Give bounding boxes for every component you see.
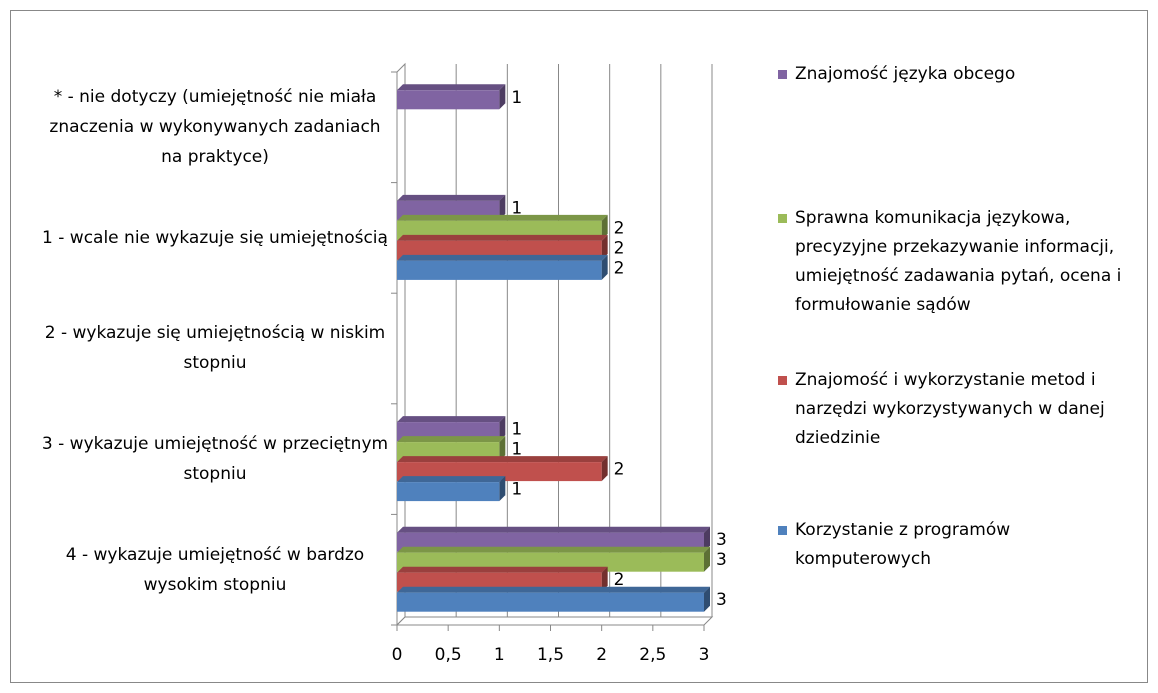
legend-label: Korzystanie z programów komputerowych [795,520,1011,569]
value-label: 1 [511,440,522,460]
bar [397,84,506,110]
bar-top [397,566,608,573]
bar-top [397,84,506,91]
value-label: 3 [716,590,727,610]
bar-top [397,254,608,261]
value-label: 1 [511,198,522,218]
category-label: * - nie dotyczy (umiejętność nie miała z… [49,87,381,168]
x-tick-label: 2,5 [639,645,666,665]
legend-item: Znajomość i wykorzystanie metod i narzęd… [778,366,1148,453]
legend-label: Sprawna komunikacja językowa, precyzyjne… [795,208,1122,315]
x-tick-label: 0,5 [435,645,462,665]
bar [397,586,710,612]
bar-side [499,84,506,110]
bar-side [601,214,608,240]
value-label: 2 [614,570,625,590]
value-label: 2 [614,258,625,278]
bar-side [499,194,506,220]
x-tick-label: 1,5 [537,645,564,665]
category-label: 4 - wykazuje umiejętność w bardzo wysoki… [65,544,365,595]
bar-top [397,194,506,201]
bar-top [397,416,506,423]
value-label: 1 [511,88,522,108]
bar-side [601,234,608,260]
bar [397,476,506,502]
bar-side [601,254,608,280]
bar-side [499,416,506,442]
bar [397,254,608,280]
value-label: 3 [716,550,727,570]
bar-side [499,476,506,502]
bar-top [397,546,710,553]
category-label: 3 - wykazuje umiejętność w przeciętnym s… [41,434,389,485]
x-tick-label: 2 [596,645,607,665]
value-label: 3 [716,530,727,550]
bar-top [397,214,608,221]
bar-side [499,436,506,462]
x-tick-label: 1 [494,645,505,665]
value-label: 1 [511,480,522,500]
floor [395,616,714,626]
value-label: 1 [511,420,522,440]
x-tick-label: 3 [699,645,710,665]
bar-front [397,482,500,502]
legend-swatch [778,214,787,223]
bar-top [397,526,710,533]
value-label: 2 [614,460,625,480]
bar-top [397,436,506,443]
x-tick-label: 0 [392,645,403,665]
legend-item: Znajomość języka obcego [778,60,1148,89]
category-label: 1 - wcale nie wykazuje się umiejętnością [42,227,388,248]
bar-side [704,546,710,572]
bar-top [397,586,710,593]
legend-item: Sprawna komunikacja językowa, precyzyjne… [778,204,1148,320]
legend-label: Znajomość języka obcego [795,64,1016,84]
bar-side [601,566,608,592]
bar-side [704,586,710,612]
legend-label: Znajomość i wykorzystanie metod i narzęd… [795,370,1105,448]
bar-top [397,234,608,241]
legend-swatch [778,376,787,385]
bar-front [397,260,602,280]
bar-top [397,456,608,463]
bar-side [704,526,710,552]
bar-side [601,456,608,482]
value-label: 2 [614,218,625,238]
bar-top [397,476,506,483]
bar-front [397,592,704,612]
value-label: 2 [614,238,625,258]
bar-front [397,90,500,110]
category-label: 2 - wykazuje się umiejętnością w niskim … [44,323,386,374]
legend-swatch [778,70,787,79]
chart-frame [10,10,1148,683]
legend-item: Korzystanie z programów komputerowych [778,516,1148,574]
legend-swatch [778,526,787,535]
